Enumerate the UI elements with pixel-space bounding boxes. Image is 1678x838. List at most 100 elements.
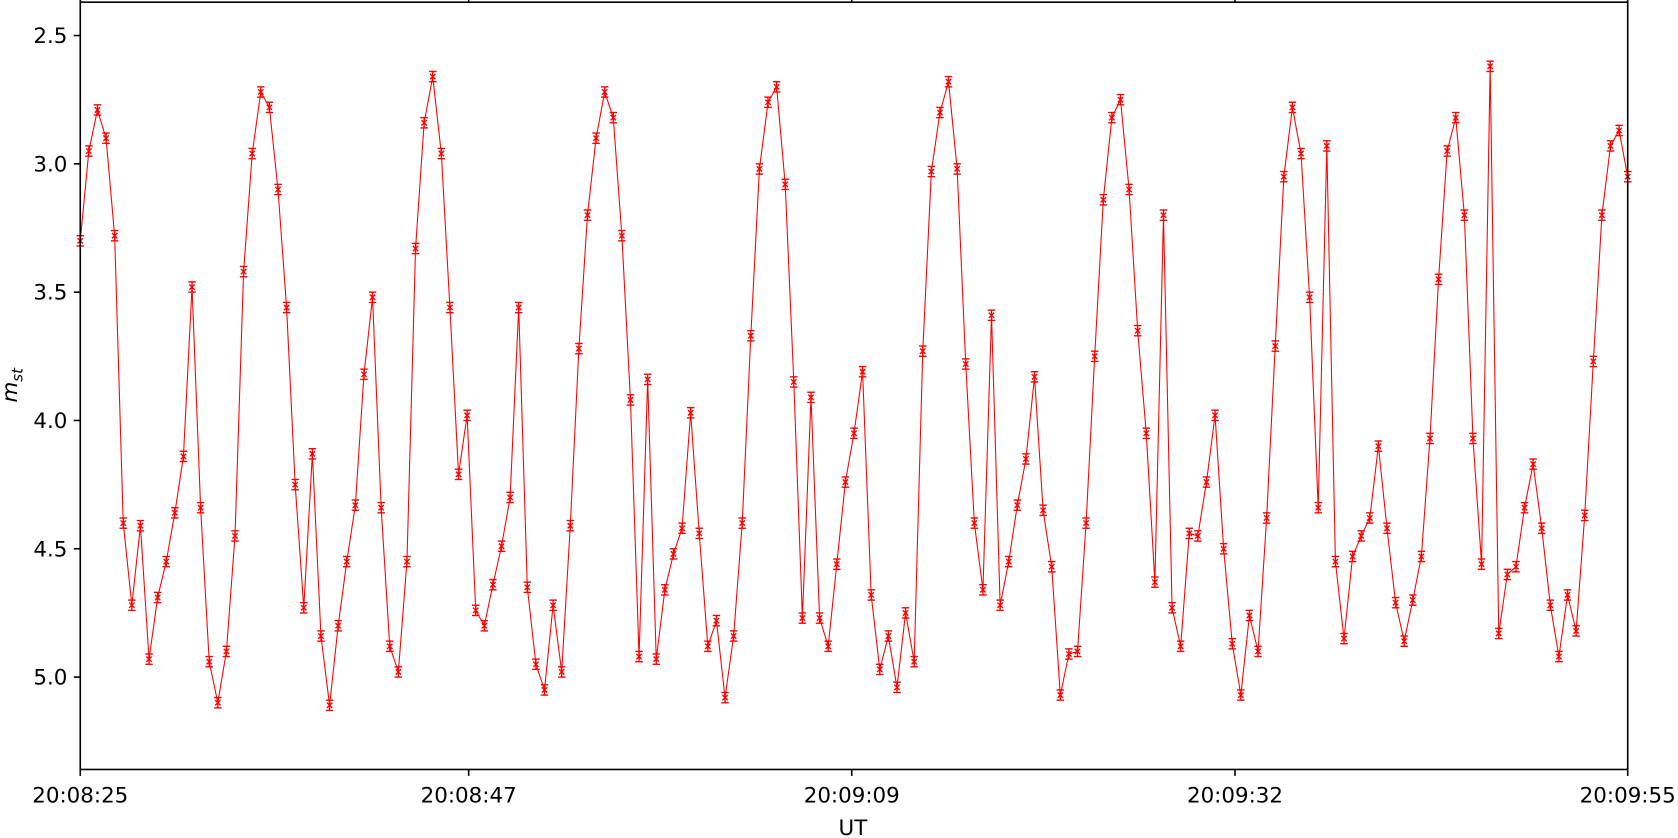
marker bbox=[317, 632, 325, 640]
error-point bbox=[1228, 637, 1236, 650]
error-point bbox=[953, 163, 961, 175]
y-axis-label: mst bbox=[0, 367, 26, 403]
x-tick-label: 20:09:09 bbox=[804, 784, 900, 809]
error-point bbox=[291, 478, 299, 491]
error-point bbox=[1280, 170, 1288, 183]
error-point bbox=[119, 517, 127, 529]
marker bbox=[687, 409, 694, 416]
error-point bbox=[437, 147, 446, 160]
error-point bbox=[1237, 689, 1245, 701]
marker bbox=[1168, 604, 1176, 611]
error-point bbox=[128, 599, 136, 612]
error-point bbox=[1305, 291, 1314, 304]
error-point bbox=[901, 607, 910, 619]
error-point bbox=[1194, 530, 1202, 542]
marker bbox=[549, 602, 557, 609]
marker bbox=[936, 109, 944, 116]
error-point bbox=[643, 373, 652, 386]
error-point bbox=[1572, 625, 1580, 637]
marker bbox=[1177, 643, 1184, 650]
error-point bbox=[815, 612, 824, 624]
error-point bbox=[1151, 576, 1159, 588]
marker bbox=[902, 609, 909, 617]
marker bbox=[266, 104, 273, 111]
marker bbox=[1444, 147, 1451, 155]
marker bbox=[953, 165, 961, 173]
error-point bbox=[944, 75, 953, 88]
error-point bbox=[1512, 560, 1520, 573]
error-point bbox=[1159, 209, 1168, 221]
marker bbox=[1134, 327, 1141, 334]
marker bbox=[773, 83, 780, 91]
error-point bbox=[1546, 599, 1555, 612]
error-point bbox=[661, 584, 669, 596]
marker bbox=[1186, 530, 1193, 537]
error-point bbox=[377, 501, 385, 514]
marker bbox=[1383, 525, 1391, 532]
marker bbox=[1418, 553, 1425, 560]
error-point bbox=[996, 599, 1004, 612]
marker bbox=[524, 584, 531, 591]
error-point bbox=[867, 589, 875, 601]
marker bbox=[859, 368, 866, 375]
marker bbox=[730, 632, 737, 640]
marker bbox=[1392, 599, 1399, 606]
error-point bbox=[239, 265, 248, 278]
marker bbox=[154, 594, 161, 601]
marker bbox=[653, 655, 660, 663]
error-point bbox=[1409, 594, 1417, 606]
error-point bbox=[343, 555, 351, 568]
marker bbox=[1323, 142, 1330, 150]
error-point bbox=[1185, 527, 1194, 540]
marker bbox=[171, 509, 178, 517]
error-point bbox=[454, 468, 463, 481]
error-point bbox=[600, 86, 609, 98]
error-point bbox=[282, 301, 291, 314]
error-point bbox=[1047, 560, 1056, 573]
error-point bbox=[471, 604, 480, 617]
error-point bbox=[1288, 101, 1297, 114]
marker bbox=[1280, 173, 1287, 180]
marker bbox=[1547, 602, 1554, 609]
error-point bbox=[1391, 596, 1400, 609]
marker bbox=[1211, 412, 1219, 419]
error-point bbox=[300, 601, 308, 614]
y-tick-label: 5.0 bbox=[33, 666, 67, 691]
marker bbox=[463, 412, 471, 419]
error-point bbox=[248, 147, 256, 160]
marker bbox=[1100, 196, 1107, 203]
marker bbox=[163, 558, 170, 565]
error-point bbox=[480, 619, 489, 632]
marker bbox=[206, 658, 213, 665]
error-point bbox=[360, 368, 368, 381]
error-point bbox=[1323, 140, 1331, 152]
marker bbox=[1254, 648, 1262, 655]
error-point bbox=[403, 555, 411, 568]
error-point bbox=[1529, 458, 1537, 470]
marker bbox=[1435, 276, 1442, 283]
marker bbox=[300, 604, 307, 611]
error-point bbox=[566, 519, 575, 532]
marker bbox=[850, 430, 858, 437]
marker bbox=[567, 522, 574, 529]
error-point bbox=[979, 584, 987, 596]
marker bbox=[764, 99, 772, 106]
error-point bbox=[1426, 432, 1434, 445]
marker bbox=[1615, 127, 1623, 134]
error-point bbox=[1039, 504, 1047, 517]
error-point bbox=[1598, 209, 1606, 221]
error-point bbox=[308, 448, 317, 460]
error-point bbox=[1434, 273, 1443, 286]
marker bbox=[945, 78, 952, 85]
marker bbox=[1246, 612, 1253, 619]
error-point bbox=[1615, 124, 1623, 137]
error-point bbox=[1116, 93, 1125, 106]
error-point bbox=[686, 406, 695, 419]
marker bbox=[1031, 373, 1038, 381]
error-point bbox=[858, 365, 867, 378]
error-point bbox=[609, 111, 618, 124]
y-tick-label: 2.5 bbox=[33, 24, 67, 49]
error-point bbox=[635, 650, 643, 663]
marker bbox=[489, 581, 497, 588]
error-point bbox=[961, 358, 970, 370]
